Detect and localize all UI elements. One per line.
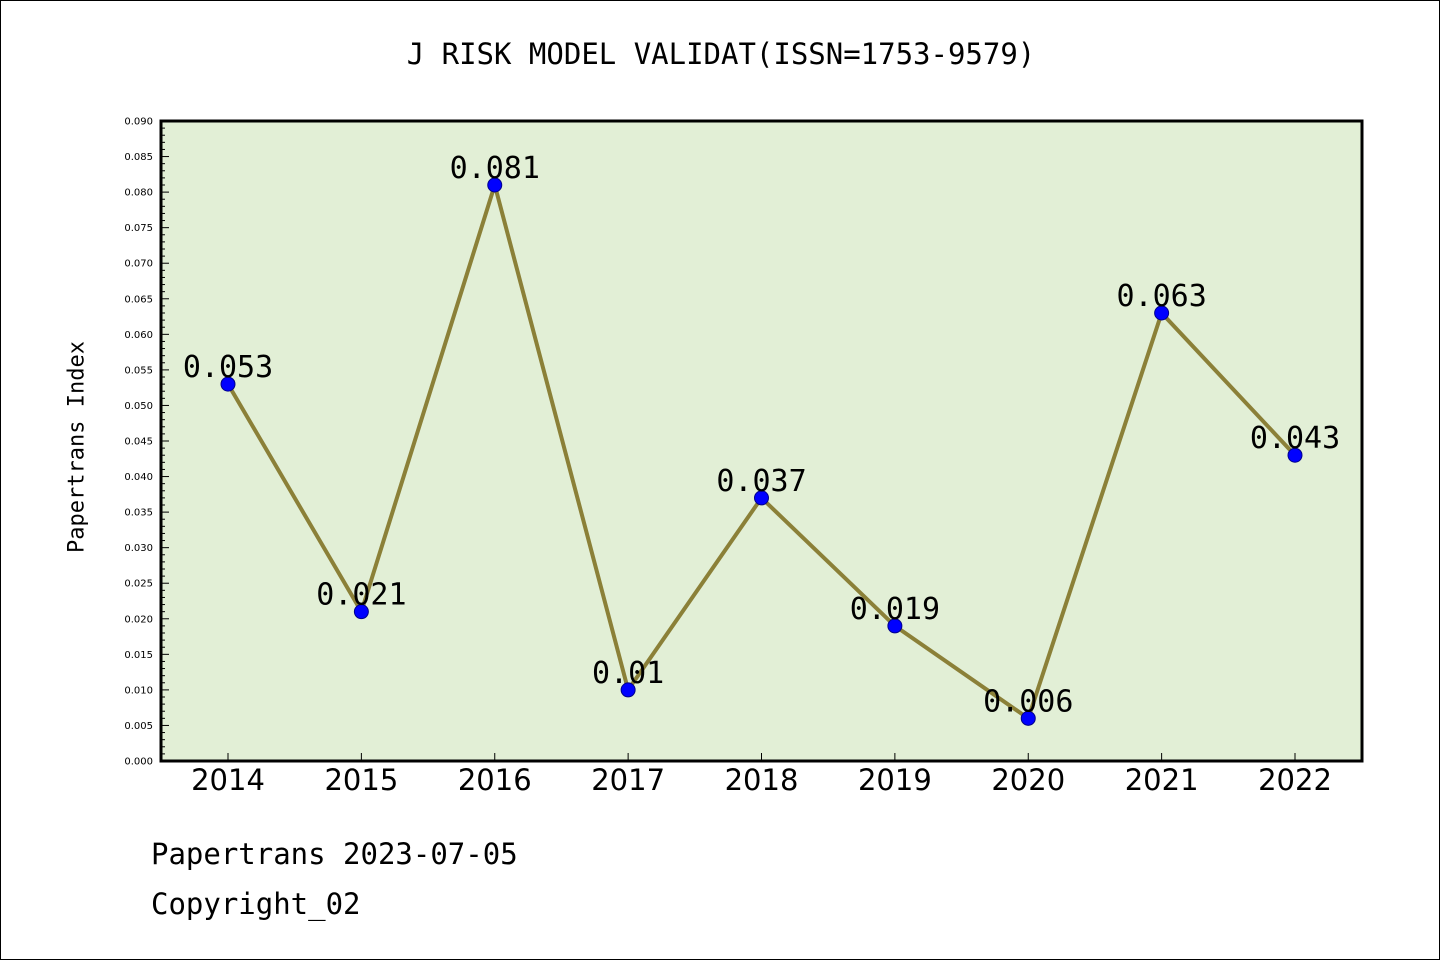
y-tick-label: 0.030: [124, 543, 153, 554]
y-tick-label: 0.050: [124, 401, 153, 412]
x-tick-label: 2020: [991, 763, 1065, 797]
y-tick-label: 0.060: [124, 330, 153, 341]
data-label: 0.063: [1116, 279, 1206, 314]
y-tick-label: 0.040: [124, 472, 153, 483]
data-labels: 0.053 0.021 0.081 0.01 0.037 0.019 0.006 0.063 0…: [183, 151, 1340, 719]
y-tick-label: 0.090: [124, 117, 153, 128]
x-tick-label: 2018: [725, 763, 799, 797]
x-tick-label: 2014: [191, 763, 265, 797]
y-tick-label: 0.005: [124, 721, 153, 732]
x-tick-label: 2017: [591, 763, 665, 797]
data-point: [220, 376, 236, 392]
data-label: 0.01: [592, 656, 664, 691]
data-point: [754, 490, 769, 506]
y-tick-label: 0.010: [124, 685, 153, 696]
series-markers: [220, 177, 1303, 726]
x-axis: 2014 2015 2016 2017 2018 2019 2020 2021 2022: [191, 753, 1332, 797]
y-tick-label: 0.000: [124, 757, 153, 768]
y-tick-label: 0.035: [124, 508, 153, 519]
y-tick-label: 0.015: [124, 650, 153, 661]
y-tick-label: 0.025: [124, 579, 153, 590]
x-tick-label: 2016: [458, 763, 532, 797]
footer-copyright: Copyright_02: [151, 887, 361, 921]
data-point: [620, 682, 636, 698]
data-point: [1287, 447, 1303, 463]
data-label: 0.043: [1250, 421, 1340, 456]
y-tick-label: 0.055: [124, 365, 153, 376]
data-label: 0.053: [183, 350, 273, 385]
data-label: 0.006: [983, 684, 1073, 719]
x-tick-label: 2019: [858, 763, 932, 797]
x-tick-label: 2022: [1258, 763, 1332, 797]
y-tick-label: 0.045: [124, 437, 153, 448]
data-label: 0.021: [316, 578, 406, 613]
y-tick-label: 0.065: [124, 294, 153, 305]
plot-area: [159, 119, 1364, 763]
chart-title: J RISK MODEL VALIDAT(ISSN=1753-9579): [406, 37, 1036, 71]
footer-date: Papertrans 2023-07-05: [151, 837, 518, 871]
data-label: 0.081: [450, 151, 540, 186]
data-point: [1020, 710, 1036, 726]
data-point: [487, 177, 503, 193]
data-point: [1154, 305, 1170, 321]
y-tick-label: 0.075: [124, 223, 153, 234]
y-tick-label: 0.070: [124, 259, 153, 270]
data-label: 0.037: [716, 464, 806, 499]
x-tick-label: 2021: [1125, 763, 1199, 797]
y-tick-label: 0.080: [124, 188, 153, 199]
data-point: [887, 618, 903, 634]
data-point: [353, 604, 369, 620]
y-tick-label: 0.020: [124, 614, 153, 625]
data-label: 0.019: [850, 592, 940, 627]
y-axis: 0.000 0.005 0.010 0.015 0.020 0.025 0.030 0.035…: [124, 117, 169, 768]
y-tick-label: 0.085: [124, 152, 153, 163]
x-tick-label: 2015: [324, 763, 398, 797]
